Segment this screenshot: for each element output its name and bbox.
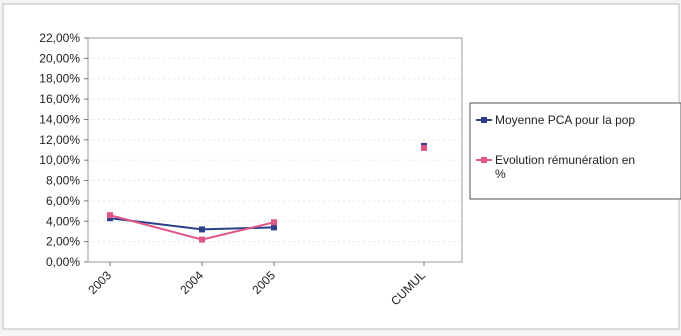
legend-label: Evolution rémunération en% — [495, 153, 635, 181]
legend-label-line: Moyenne PCA pour la pop — [495, 113, 635, 127]
legend-label: Moyenne PCA pour la pop — [495, 113, 635, 127]
data-point — [271, 219, 277, 226]
data-point — [199, 236, 205, 243]
data-point — [271, 224, 277, 231]
y-tick-label: 4,00% — [46, 214, 80, 228]
y-tick-label: 2,00% — [46, 235, 80, 249]
y-tick-label: 8,00% — [46, 174, 80, 188]
legend-swatch-marker — [481, 117, 487, 123]
data-point — [107, 215, 113, 222]
series — [107, 142, 427, 243]
y-tick-label: 6,00% — [46, 194, 80, 208]
plot-border — [87, 37, 463, 263]
y-tick-label: 12,00% — [39, 133, 80, 147]
legend-label-line: Evolution rémunération en — [495, 153, 635, 167]
y-tick-label: 16,00% — [39, 92, 80, 106]
data-point-cumul — [421, 144, 427, 151]
y-tick-label: 10,00% — [39, 153, 80, 167]
legend-label-line: % — [495, 167, 506, 181]
y-axis: 22,00% 20,00% 18,00% 16,00% 14,00% 12,00% 10,0… — [39, 31, 88, 269]
y-tick-label: 14,00% — [39, 112, 80, 126]
y-tick-label: 22,00% — [39, 31, 80, 45]
legend-swatch-marker — [481, 157, 487, 163]
y-tick-label: 18,00% — [39, 72, 80, 86]
legend: Moyenne PCA pour la pop Evolution rémunér… — [469, 102, 681, 200]
y-tick-label: 0,00% — [46, 255, 80, 269]
y-tick-label: 20,00% — [39, 51, 80, 65]
plot-area — [87, 37, 463, 263]
data-point — [199, 226, 205, 233]
data-point — [107, 212, 113, 219]
legend-box — [469, 102, 681, 200]
